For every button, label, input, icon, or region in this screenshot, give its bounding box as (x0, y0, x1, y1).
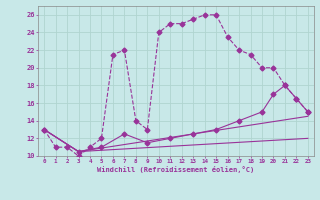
X-axis label: Windchill (Refroidissement éolien,°C): Windchill (Refroidissement éolien,°C) (97, 166, 255, 173)
